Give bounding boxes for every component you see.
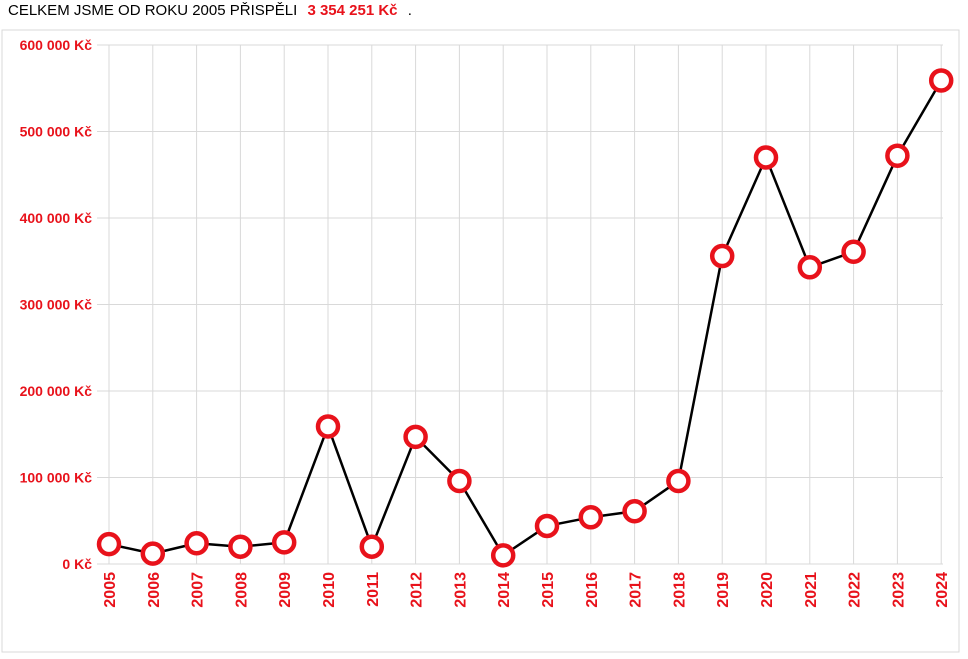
- data-point-marker: [709, 243, 735, 269]
- data-point-marker: [928, 68, 954, 93]
- data-point-marker: [885, 143, 910, 168]
- x-tick-label: 2014: [496, 572, 513, 608]
- data-point-marker: [315, 414, 341, 439]
- x-tick-label: 2005: [102, 572, 119, 608]
- x-tick-label: 2017: [628, 572, 645, 608]
- data-point-marker: [534, 513, 560, 539]
- data-point-marker: [797, 255, 823, 280]
- x-tick-label: 2020: [759, 572, 776, 608]
- data-point-marker: [841, 239, 866, 264]
- data-point-marker: [622, 498, 647, 524]
- x-tick-label: 2008: [233, 572, 250, 608]
- data-point-marker: [271, 530, 297, 555]
- data-point-marker: [96, 531, 122, 557]
- header-prefix: CELKEM JSME OD ROKU 2005 PŘISPĚLI: [8, 2, 298, 19]
- x-tick-label: 2019: [715, 572, 732, 608]
- y-tick-label: 200 000 Kč: [20, 383, 93, 399]
- y-tick-label: 0 Kč: [62, 556, 92, 572]
- data-point-marker: [753, 145, 779, 170]
- series-line: [108, 79, 943, 557]
- data-point-marker: [447, 468, 472, 494]
- x-tick-label: 2006: [146, 572, 163, 608]
- data-point-marker: [359, 534, 385, 559]
- chart-header: CELKEM JSME OD ROKU 2005 PŘISPĚLI 3 354 …: [8, 2, 412, 19]
- data-point-marker: [184, 530, 209, 556]
- chart-frame: [1, 29, 960, 653]
- x-tick-label: 2010: [321, 572, 338, 608]
- x-tick-label: 2021: [803, 572, 820, 608]
- header-total-amount: 3 354 251 Kč: [307, 2, 398, 19]
- y-tick-label: 600 000 Kč: [20, 37, 93, 53]
- data-point-marker: [403, 424, 428, 450]
- x-tick-label: 2009: [277, 572, 294, 608]
- x-tick-label: 2023: [890, 572, 907, 608]
- x-tick-label: 2007: [190, 572, 207, 608]
- y-tick-label: 300 000 Kč: [20, 297, 93, 313]
- y-tick-label: 500 000 Kč: [20, 124, 93, 140]
- x-tick-label: 2013: [452, 572, 469, 608]
- x-tick-label: 2012: [409, 572, 426, 608]
- data-point-marker: [666, 468, 691, 494]
- data-point-marker: [228, 534, 253, 559]
- data-point-marker: [490, 543, 516, 568]
- x-tick-label: 2011: [365, 572, 382, 607]
- x-tick-label: 2024: [934, 572, 951, 608]
- data-point-marker: [578, 505, 604, 530]
- x-tick-label: 2015: [540, 572, 557, 608]
- header-suffix: .: [407, 2, 412, 19]
- x-tick-label: 2018: [671, 572, 688, 608]
- x-tick-label: 2022: [847, 572, 864, 608]
- y-tick-label: 100 000 Kč: [20, 470, 93, 486]
- data-point-marker: [140, 541, 166, 566]
- x-tick-label: 2016: [584, 572, 601, 608]
- y-tick-label: 400 000 Kč: [20, 210, 93, 226]
